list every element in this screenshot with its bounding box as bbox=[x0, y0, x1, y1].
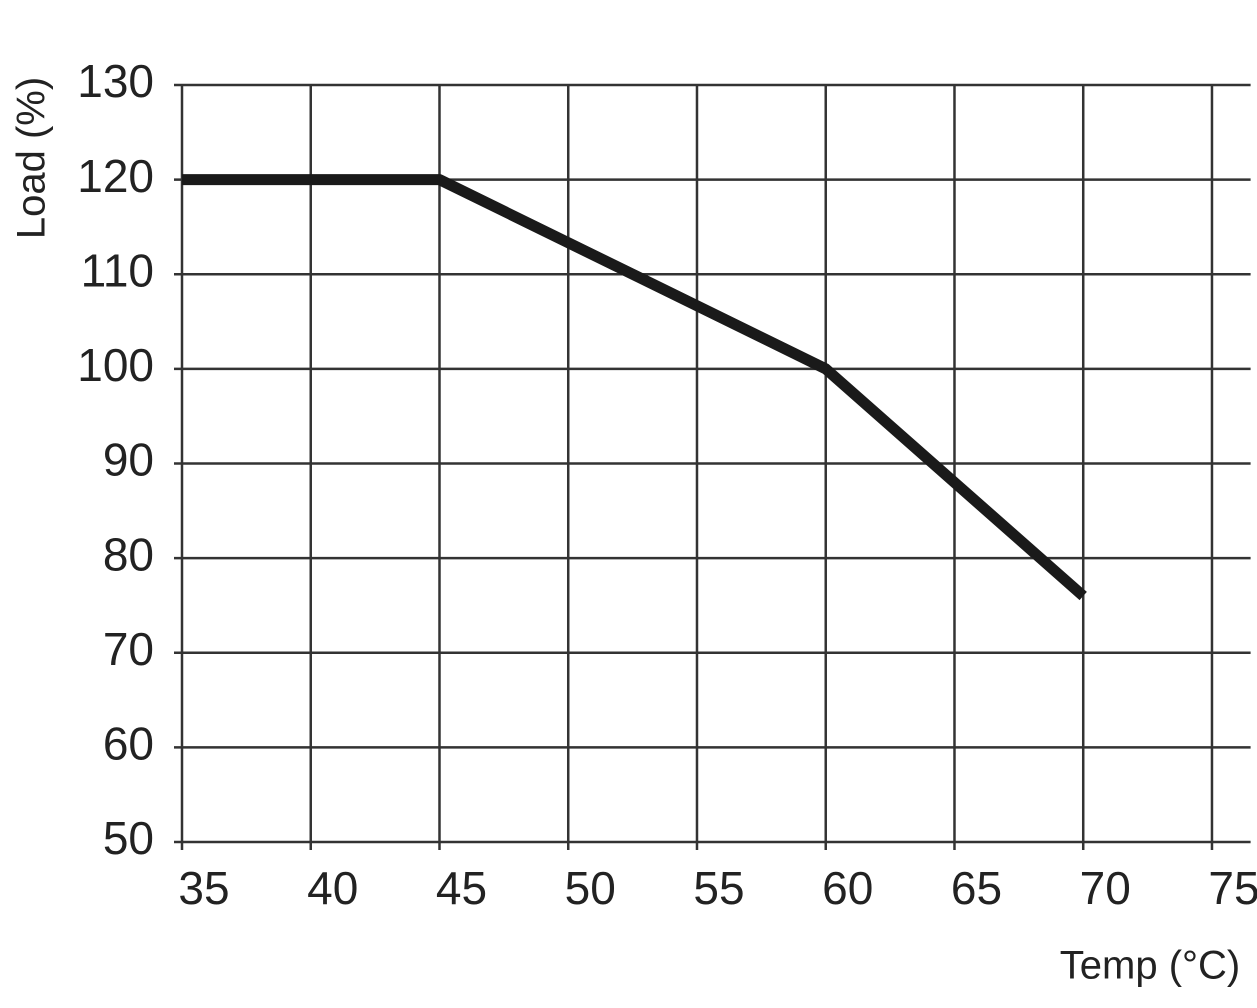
y-tick-label: 130 bbox=[77, 55, 154, 107]
y-tick-label: 50 bbox=[103, 812, 154, 864]
x-tick-label: 75 bbox=[1208, 862, 1257, 914]
x-tick-label: 65 bbox=[951, 862, 1002, 914]
y-tick-label: 100 bbox=[77, 339, 154, 391]
y-axis-title: Load (%) bbox=[10, 77, 54, 239]
x-tick-label: 50 bbox=[565, 862, 616, 914]
y-tick-label: 110 bbox=[81, 244, 154, 296]
x-tick-label: 35 bbox=[178, 862, 229, 914]
x-tick-label: 45 bbox=[436, 862, 487, 914]
y-tick-label: 90 bbox=[103, 434, 154, 486]
y-tick-label: 80 bbox=[103, 528, 154, 580]
x-tick-label: 40 bbox=[307, 862, 358, 914]
data-line bbox=[182, 174, 1087, 601]
y-tick-label: 120 bbox=[77, 150, 154, 202]
x-tick-label: 55 bbox=[693, 862, 744, 914]
x-tick-label: 70 bbox=[1080, 862, 1131, 914]
x-axis-title: Temp (°C) bbox=[1060, 944, 1240, 988]
x-tick-label: 60 bbox=[822, 862, 873, 914]
y-tick-label: 60 bbox=[103, 718, 154, 770]
y-tick-label: 70 bbox=[103, 623, 154, 675]
